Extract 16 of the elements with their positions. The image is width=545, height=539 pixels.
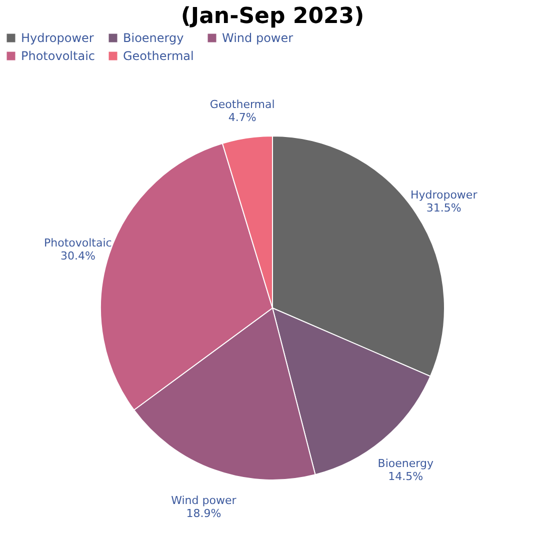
- data-label: 30.4%: [60, 249, 96, 262]
- slice-label: Photovoltaic: [44, 236, 112, 250]
- slice-label: Geothermal: [210, 98, 275, 112]
- legend-label: Hydropower: [21, 31, 94, 45]
- data-label: 31.5%: [426, 201, 462, 214]
- legend-label: Photovoltaic: [21, 49, 95, 63]
- slice-label: Hydropower: [410, 188, 478, 202]
- data-label: 18.9%: [186, 507, 222, 520]
- data-label: 14.5%: [388, 470, 424, 483]
- legend-label: Bioenergy: [123, 31, 184, 45]
- legend-label: Wind power: [222, 31, 294, 45]
- chart-title: (Jan-Sep 2023): [180, 4, 364, 29]
- data-label: 4.7%: [228, 111, 256, 124]
- slice-label: Bioenergy: [378, 456, 434, 470]
- legend-label: Geothermal: [123, 49, 194, 63]
- slice-label: Wind power: [171, 494, 237, 508]
